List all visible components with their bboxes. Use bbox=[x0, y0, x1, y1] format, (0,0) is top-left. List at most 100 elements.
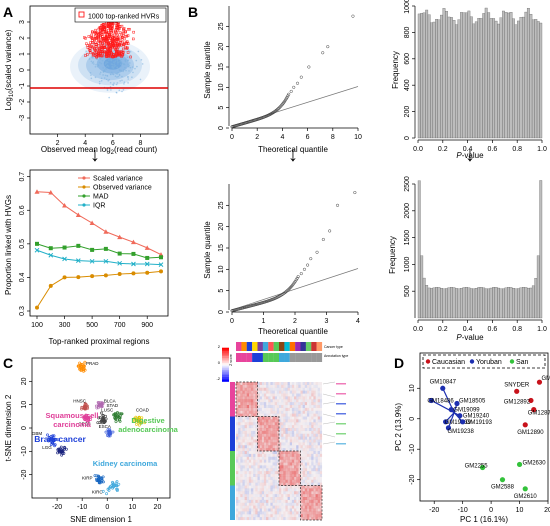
c2-heat-cell bbox=[246, 453, 249, 457]
c2-heat-cell bbox=[311, 393, 314, 397]
c2-heat-cell bbox=[304, 399, 308, 403]
qq-ytick-label: 10 bbox=[218, 83, 225, 91]
c2-heat-cell bbox=[319, 471, 323, 475]
c2-heat-cell bbox=[285, 499, 288, 503]
c2-heat-cell bbox=[263, 387, 267, 391]
c2-heat-cell bbox=[263, 514, 267, 518]
c2-heat-cell bbox=[236, 384, 239, 388]
c2-heat-cell bbox=[255, 457, 257, 460]
c2-heat-cell bbox=[266, 448, 269, 452]
c2-heat-cell bbox=[306, 399, 310, 403]
c2-key-swatch bbox=[222, 380, 229, 382]
c2-leader-line bbox=[322, 381, 336, 385]
a1-density-point bbox=[118, 68, 121, 71]
c2-heat-cell bbox=[244, 405, 247, 408]
histogram-bar bbox=[531, 285, 535, 319]
c2-heat-cell bbox=[302, 502, 305, 506]
c2-heat-cell bbox=[298, 399, 300, 402]
a1-density-point bbox=[120, 58, 123, 61]
qq-ytick-label: 15 bbox=[218, 244, 225, 252]
c1-cluster-label: KIRC bbox=[92, 489, 104, 494]
a1-hvr-point bbox=[108, 34, 111, 37]
c2-heat-cell bbox=[303, 419, 305, 422]
c2-heat-cell bbox=[309, 408, 311, 411]
c2-col-annotation bbox=[262, 342, 269, 351]
a1-density-point bbox=[114, 64, 117, 67]
c2-heat-cell bbox=[289, 462, 292, 466]
c2-heat-cell bbox=[266, 436, 269, 440]
c2-heat-cell bbox=[266, 477, 268, 480]
c2-heat-cell bbox=[272, 430, 275, 434]
c2-heat-cell bbox=[285, 511, 287, 514]
b2-xlabel: P-value bbox=[456, 151, 484, 160]
c2-heat-cell bbox=[287, 382, 290, 385]
c1-point bbox=[137, 421, 141, 424]
c2-heat-cell bbox=[283, 428, 286, 431]
c2-heat-cell bbox=[302, 491, 305, 495]
histogram-bar bbox=[502, 10, 505, 139]
histogram-bar bbox=[462, 287, 466, 319]
c2-heat-cell bbox=[319, 468, 323, 472]
a1-density-point bbox=[127, 49, 130, 52]
c2-heat-cell bbox=[274, 442, 277, 446]
c2-heat-cell bbox=[259, 410, 262, 414]
c2-heat-cell bbox=[263, 436, 267, 440]
c1-point bbox=[85, 413, 89, 417]
c2-heat-cell bbox=[236, 428, 238, 431]
c2-heat-cell bbox=[279, 416, 282, 420]
c2-heat-cell bbox=[296, 393, 299, 397]
c2-key-swatch bbox=[222, 347, 229, 350]
c2-heat-cell bbox=[238, 453, 241, 457]
c2-heat-cell bbox=[275, 405, 277, 408]
histogram-bar bbox=[469, 16, 473, 139]
a1-hvr-point bbox=[88, 43, 92, 47]
c2-heat-cell bbox=[281, 387, 284, 391]
c2-heat-cell bbox=[259, 502, 262, 506]
c2-heat-cell bbox=[255, 494, 258, 498]
c2-heat-cell bbox=[262, 405, 264, 408]
d-point bbox=[448, 407, 454, 413]
c2-heat-cell bbox=[302, 485, 305, 489]
c2-heat-cell bbox=[298, 511, 301, 515]
c2-heat-cell bbox=[303, 445, 305, 448]
c2-heat-cell bbox=[309, 448, 312, 452]
a1-hvr-point bbox=[92, 41, 96, 44]
c2-heat-cell bbox=[257, 439, 260, 443]
c2-heat-cell bbox=[268, 390, 271, 394]
c2-heat-cell bbox=[298, 462, 301, 466]
c2-heat-cell bbox=[306, 410, 310, 414]
c2-heat-cell bbox=[313, 411, 315, 414]
c2-heat-cell bbox=[240, 491, 243, 495]
a1-density-point bbox=[92, 57, 94, 59]
histogram-bar bbox=[524, 287, 528, 319]
histogram-bar bbox=[467, 10, 471, 139]
c2-heat-cell bbox=[238, 465, 241, 469]
a1-hvr-point bbox=[103, 31, 107, 34]
c2-heat-cell bbox=[242, 417, 244, 420]
b1-xlabel: Theoretical quantile bbox=[258, 145, 328, 154]
c2-heat-cell bbox=[240, 445, 243, 449]
c2-heat-cell bbox=[273, 465, 275, 468]
c2-heat-cell bbox=[240, 433, 243, 437]
histogram-bar bbox=[417, 13, 421, 139]
histogram-bar bbox=[467, 287, 471, 319]
c2-heat-cell bbox=[313, 502, 316, 506]
a2-point bbox=[144, 261, 150, 267]
c2-heat-cell bbox=[298, 428, 301, 431]
c2-heat-cell bbox=[300, 502, 303, 506]
b2-ylabel: Frequency bbox=[391, 51, 400, 89]
c2-heat-cell bbox=[266, 422, 269, 426]
a1-hvr-point bbox=[116, 29, 119, 32]
c2-heat-cell bbox=[316, 448, 318, 451]
c2-heat-cell bbox=[287, 508, 290, 512]
c2-heat-cell bbox=[242, 502, 245, 506]
histogram-bar bbox=[437, 19, 441, 139]
c2-heat-cell bbox=[261, 416, 265, 420]
hist-ytick-label: 1000 bbox=[404, 257, 411, 273]
c2-heat-cell bbox=[281, 506, 283, 509]
a2-legend-marker bbox=[82, 176, 86, 180]
c2-key-swatch bbox=[222, 354, 229, 357]
c2-key-title: Z score bbox=[229, 354, 233, 366]
c2-heat-cell bbox=[257, 482, 260, 486]
